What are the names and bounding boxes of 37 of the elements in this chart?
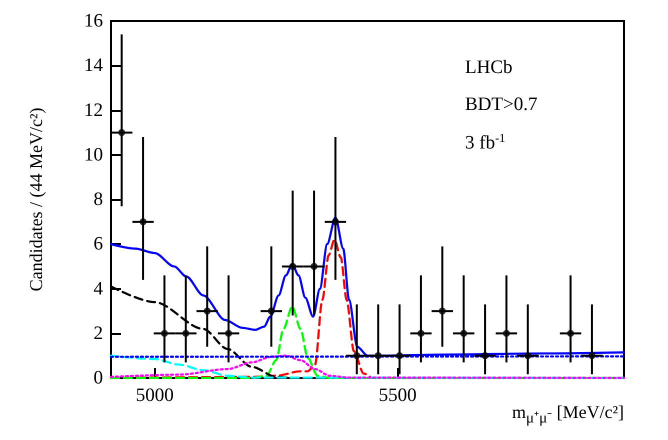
point (460, 330, 468, 337)
annotation: BDT>0.7 (465, 94, 538, 115)
y-tick-label: 6 (94, 234, 103, 255)
y-tick-label: 14 (84, 55, 104, 76)
y-tick-label: 2 (94, 322, 103, 344)
point (118, 129, 126, 136)
point (524, 352, 532, 360)
point (396, 352, 404, 360)
point (482, 352, 489, 360)
y-tick-label: 4 (94, 278, 104, 300)
line-series (110, 354, 626, 380)
y-tick-label: 12 (84, 100, 103, 121)
point (160, 330, 168, 337)
point (289, 262, 296, 270)
point (332, 218, 339, 226)
point (225, 330, 232, 337)
point (588, 352, 596, 360)
x-tick-label: 5000 (136, 385, 174, 406)
y-tick-label: 8 (94, 189, 103, 210)
point (204, 308, 211, 315)
y-axis-title: Candidates / (44 MeV/c²) (26, 108, 46, 292)
point (268, 308, 275, 315)
point (417, 330, 424, 337)
y-tick-label: 10 (84, 144, 103, 166)
x-axis-title: m$_{μ⁺μ⁻}$ [MeV/c²] (512, 402, 624, 428)
point (182, 330, 190, 337)
point (567, 330, 574, 337)
y-tick-label: 16 (84, 10, 103, 32)
point (502, 330, 510, 337)
y-tick-label: 0 (94, 368, 103, 388)
point (140, 218, 147, 226)
point (438, 308, 446, 315)
x-tick-label: 5500 (378, 385, 417, 406)
point (353, 352, 360, 360)
point (310, 262, 318, 270)
point (374, 352, 382, 360)
annotation: LHCb (465, 57, 512, 78)
